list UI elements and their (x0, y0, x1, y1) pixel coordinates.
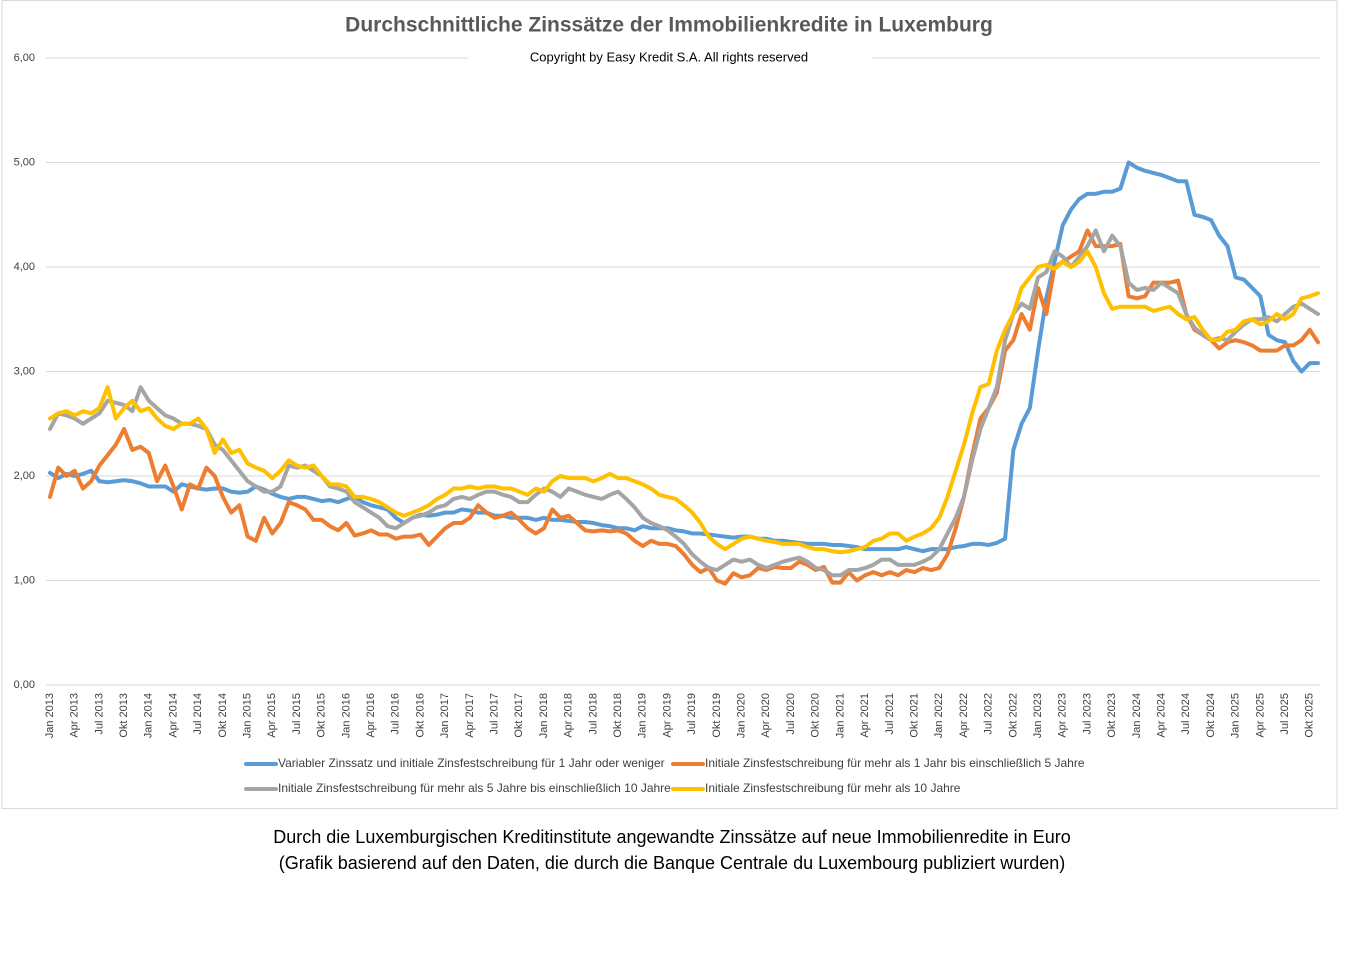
legend-label: Initiale Zinsfestschreibung für mehr als… (278, 781, 671, 795)
x-tick-label: Apr 2023 (1057, 693, 1069, 738)
x-tick-label: Jan 2024 (1131, 693, 1143, 738)
x-tick-label: Okt 2020 (810, 693, 822, 738)
x-tick-label: Jul 2016 (390, 693, 402, 735)
x-tick-label: Apr 2025 (1254, 693, 1266, 738)
x-tick-label: Jul 2024 (1180, 693, 1192, 735)
caption: Durch die Luxemburgischen Kreditinstitut… (273, 827, 1070, 847)
chart-subtitle: Copyright by Easy Kredit S.A. All rights… (530, 49, 808, 64)
x-tick-label: Okt 2025 (1304, 693, 1316, 738)
x-tick-label: Okt 2014 (217, 693, 229, 738)
x-tick-label: Jul 2019 (686, 693, 698, 735)
x-tick-label: Okt 2013 (118, 693, 130, 738)
x-tick-label: Apr 2024 (1155, 693, 1167, 738)
chart-title: Durchschnittliche Zinssätze der Immobili… (345, 14, 993, 37)
x-tick-label: Apr 2014 (167, 693, 179, 738)
caption: (Grafik basierend auf den Daten, die dur… (279, 853, 1065, 873)
x-tick-label: Jan 2025 (1230, 693, 1242, 738)
legend-label: Variabler Zinssatz und initiale Zinsfest… (278, 756, 665, 770)
y-tick-label: 5,00 (14, 156, 35, 168)
x-tick-label: Jan 2019 (637, 693, 649, 738)
x-tick-label: Okt 2015 (316, 693, 328, 738)
x-tick-label: Jul 2022 (983, 693, 995, 735)
series-line (48, 228, 1320, 578)
x-tick-label: Jan 2023 (1032, 693, 1044, 738)
y-tick-label: 3,00 (14, 365, 35, 377)
x-tick-label: Okt 2018 (612, 693, 624, 738)
x-tick-label: Jan 2018 (538, 693, 550, 738)
x-tick-label: Okt 2016 (414, 693, 426, 738)
x-tick-label: Jul 2013 (93, 693, 105, 735)
x-tick-label: Jul 2018 (587, 693, 599, 735)
y-tick-label: 2,00 (14, 470, 35, 482)
y-tick-label: 1,00 (14, 574, 35, 586)
x-tick-label: Okt 2017 (513, 693, 525, 738)
y-tick-label: 4,00 (14, 261, 35, 273)
x-tick-label: Jan 2020 (736, 693, 748, 738)
x-tick-label: Apr 2017 (464, 693, 476, 738)
x-tick-label: Jan 2014 (143, 693, 155, 738)
x-tick-label: Apr 2021 (859, 693, 871, 738)
x-tick-label: Apr 2019 (661, 693, 673, 738)
x-tick-label: Jul 2025 (1279, 693, 1291, 735)
x-tick-label: Jul 2017 (489, 693, 501, 735)
chart-frame (1, 0, 1338, 809)
series-line (48, 249, 1320, 555)
x-tick-label: Okt 2023 (1106, 693, 1118, 738)
x-tick-label: Jan 2016 (340, 693, 352, 738)
x-tick-label: Apr 2016 (365, 693, 377, 738)
x-tick-label: Jul 2015 (291, 693, 303, 735)
x-tick-label: Jan 2022 (933, 693, 945, 738)
x-tick-label: Jul 2023 (1081, 693, 1093, 735)
x-tick-label: Okt 2024 (1205, 693, 1217, 738)
x-tick-label: Jan 2017 (439, 693, 451, 738)
x-tick-label: Apr 2018 (563, 693, 575, 738)
x-tick-label: Apr 2013 (69, 693, 81, 738)
x-tick-label: Jan 2021 (834, 693, 846, 738)
y-tick-label: 0,00 (14, 679, 35, 691)
x-tick-label: Okt 2021 (908, 693, 920, 738)
x-tick-label: Apr 2022 (958, 693, 970, 738)
x-tick-label: Okt 2022 (1007, 693, 1019, 738)
y-tick-label: 6,00 (14, 52, 35, 64)
subtitle-background (468, 49, 872, 67)
x-tick-label: Jan 2015 (242, 693, 254, 738)
x-tick-label: Jul 2014 (192, 693, 204, 735)
x-tick-label: Jul 2020 (785, 693, 797, 735)
legend-label: Initiale Zinsfestschreibung für mehr als… (705, 756, 1085, 770)
x-tick-label: Jul 2021 (884, 693, 896, 735)
x-tick-label: Apr 2015 (266, 693, 278, 738)
legend-label: Initiale Zinsfestschreibung für mehr als… (705, 781, 961, 795)
x-tick-label: Jan 2013 (44, 693, 56, 738)
x-tick-label: Okt 2019 (711, 693, 723, 738)
x-tick-label: Apr 2020 (760, 693, 772, 738)
